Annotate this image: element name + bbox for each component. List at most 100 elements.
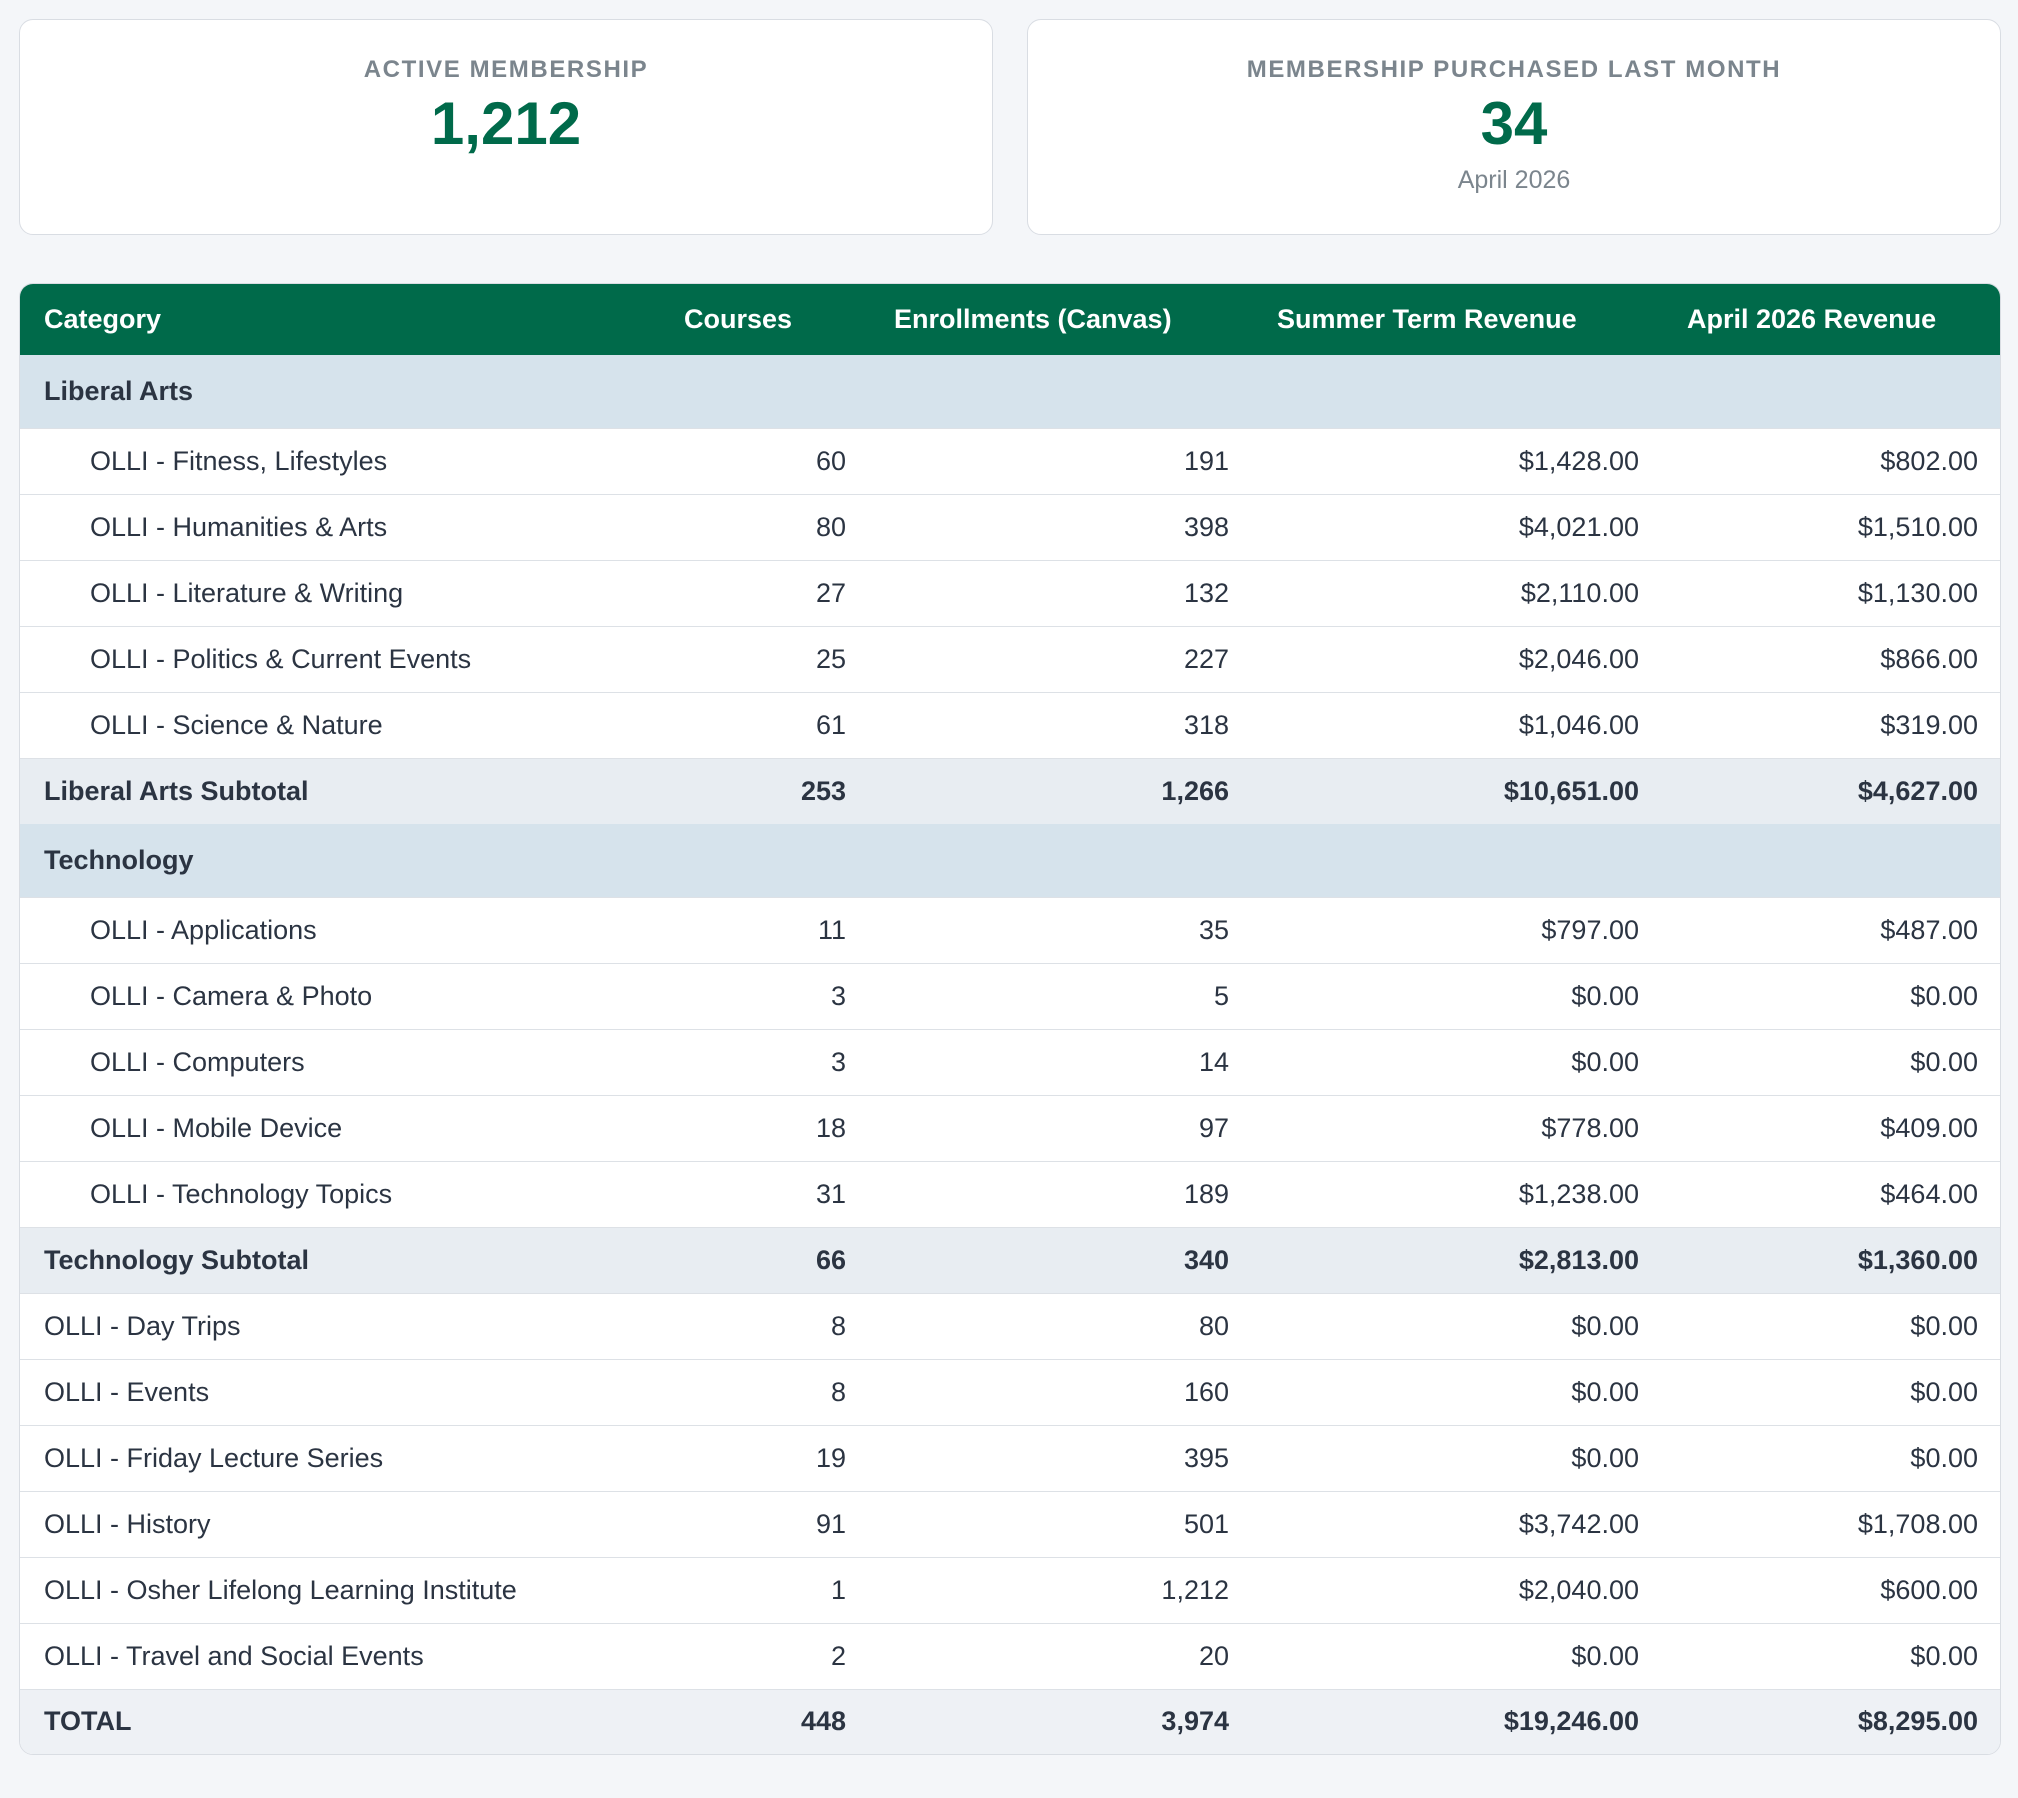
card-value: 1,212 [430,90,582,157]
summer-revenue-cell: $797.00 [1253,896,1663,963]
april-revenue-cell: $1,360.00 [1663,1226,2000,1293]
summer-revenue-cell: $2,046.00 [1253,625,1663,692]
courses-cell: 91 [660,1490,870,1557]
enrollments-cell: 189 [870,1160,1253,1227]
table-row: OLLI - Mobile Device 18 97 $778.00 $409.00 [20,1094,2000,1161]
table-row: OLLI - Computers 3 14 $0.00 $0.00 [20,1028,2000,1095]
revenue-table: Category Courses Enrollments (Canvas) Su… [20,284,2000,1754]
header-category: Category [44,304,162,334]
courses-cell: 18 [660,1094,870,1161]
summer-revenue-cell: $1,046.00 [1253,691,1663,758]
courses-cell: 25 [660,625,870,692]
courses-cell: 19 [660,1424,870,1491]
card-value: 34 [1480,90,1548,157]
courses-cell: 3 [660,1028,870,1095]
enrollments-cell: 395 [870,1424,1253,1491]
category-cell: OLLI - Applications [20,896,660,963]
category-cell: OLLI - Science & Nature [20,691,660,758]
summer-revenue-cell: $2,813.00 [1253,1226,1663,1293]
card-label: ACTIVE MEMBERSHIP [363,56,649,83]
courses-cell: 3 [660,962,870,1029]
group-title: Technology [20,824,2000,897]
april-revenue-cell: $8,295.00 [1663,1688,2000,1754]
april-revenue-cell: $0.00 [1663,1292,2000,1359]
summary-cards: ACTIVE MEMBERSHIP 1,212 MEMBERSHIP PURCH… [19,19,2001,235]
category-cell: OLLI - Events [20,1358,660,1425]
april-revenue-cell: $1,510.00 [1663,493,2000,560]
summer-revenue-cell: $0.00 [1253,1358,1663,1425]
header-courses: Courses [684,304,793,334]
enrollments-cell: 227 [870,625,1253,692]
summer-revenue-cell: $2,040.00 [1253,1556,1663,1623]
category-cell: OLLI - Humanities & Arts [20,493,660,560]
summer-revenue-cell: $778.00 [1253,1094,1663,1161]
courses-cell: 253 [660,757,870,824]
card-label: MEMBERSHIP PURCHASED LAST MONTH [1246,56,1782,83]
subtotal-row-technology: Technology Subtotal 66 340 $2,813.00 $1,360.… [20,1226,2000,1293]
enrollments-cell: 5 [870,962,1253,1029]
enrollments-cell: 20 [870,1622,1253,1689]
table-row: OLLI - History 91 501 $3,742.00 $1,708.00 [20,1490,2000,1557]
header-enrollments: Enrollments (Canvas) [894,304,1172,334]
enrollments-cell: 398 [870,493,1253,560]
membership-purchased-card: MEMBERSHIP PURCHASED LAST MONTH 34 April… [1027,19,2001,235]
summer-revenue-cell: $0.00 [1253,1028,1663,1095]
courses-cell: 60 [660,427,870,494]
enrollments-cell: 80 [870,1292,1253,1359]
table-row: OLLI - Politics & Current Events 25 227 $2,… [20,625,2000,692]
april-revenue-cell: $409.00 [1663,1094,2000,1161]
table-row: OLLI - Technology Topics 31 189 $1,238.00 $4… [20,1160,2000,1227]
category-cell: TOTAL [20,1688,660,1754]
enrollments-cell: 14 [870,1028,1253,1095]
courses-cell: 8 [660,1358,870,1425]
category-cell: Liberal Arts Subtotal [20,757,660,824]
group-header-technology: Technology [20,824,2000,897]
summer-revenue-cell: $0.00 [1253,1424,1663,1491]
april-revenue-cell: $487.00 [1663,896,2000,963]
category-table: Category Courses Enrollments (Canvas) Su… [19,283,2001,1755]
header-summer-revenue: Summer Term Revenue [1277,304,1577,334]
group-title: Liberal Arts [20,355,2000,428]
courses-cell: 11 [660,896,870,963]
category-cell: Technology Subtotal [20,1226,660,1293]
summer-revenue-cell: $1,238.00 [1253,1160,1663,1227]
category-cell: OLLI - Politics & Current Events [20,625,660,692]
april-revenue-cell: $464.00 [1663,1160,2000,1227]
april-revenue-cell: $0.00 [1663,1622,2000,1689]
april-revenue-cell: $1,708.00 [1663,1490,2000,1557]
total-row: TOTAL 448 3,974 $19,246.00 $8,295.00 [20,1688,2000,1754]
april-revenue-cell: $0.00 [1663,1424,2000,1491]
summer-revenue-cell: $0.00 [1253,1292,1663,1359]
table-row: OLLI - Friday Lecture Series 19 395 $0.00 $0… [20,1424,2000,1491]
table-row: OLLI - Literature & Writing 27 132 $2,110.0… [20,559,2000,626]
table-header-row: Category Courses Enrollments (Canvas) Su… [20,284,2000,355]
category-cell: OLLI - History [20,1490,660,1557]
table-row: OLLI - Events 8 160 $0.00 $0.00 [20,1358,2000,1425]
summer-revenue-cell: $0.00 [1253,962,1663,1029]
table-row: OLLI - Applications 11 35 $797.00 $487.00 [20,896,2000,963]
courses-cell: 2 [660,1622,870,1689]
category-cell: OLLI - Computers [20,1028,660,1095]
table-body: Liberal Arts OLLI - Fitness, Lifestyles 60… [20,355,2000,1754]
category-cell: OLLI - Technology Topics [20,1160,660,1227]
april-revenue-cell: $0.00 [1663,1358,2000,1425]
courses-cell: 31 [660,1160,870,1227]
enrollments-cell: 1,212 [870,1556,1253,1623]
summer-revenue-cell: $1,428.00 [1253,427,1663,494]
card-period: April 2026 [1457,166,1571,194]
april-revenue-cell: $600.00 [1663,1556,2000,1623]
table-row: OLLI - Day Trips 8 80 $0.00 $0.00 [20,1292,2000,1359]
group-header-liberal-arts: Liberal Arts [20,355,2000,428]
courses-cell: 27 [660,559,870,626]
summer-revenue-cell: $4,021.00 [1253,493,1663,560]
category-cell: OLLI - Mobile Device [20,1094,660,1161]
category-cell: OLLI - Camera & Photo [20,962,660,1029]
enrollments-cell: 501 [870,1490,1253,1557]
category-cell: OLLI - Friday Lecture Series [20,1424,660,1491]
table-row: OLLI - Osher Lifelong Learning Institute… [20,1556,2000,1623]
enrollments-cell: 97 [870,1094,1253,1161]
category-cell: OLLI - Travel and Social Events [20,1622,660,1689]
table-row: OLLI - Science & Nature 61 318 $1,046.00 $31… [20,691,2000,758]
category-cell: OLLI - Fitness, Lifestyles [20,427,660,494]
april-revenue-cell: $4,627.00 [1663,757,2000,824]
